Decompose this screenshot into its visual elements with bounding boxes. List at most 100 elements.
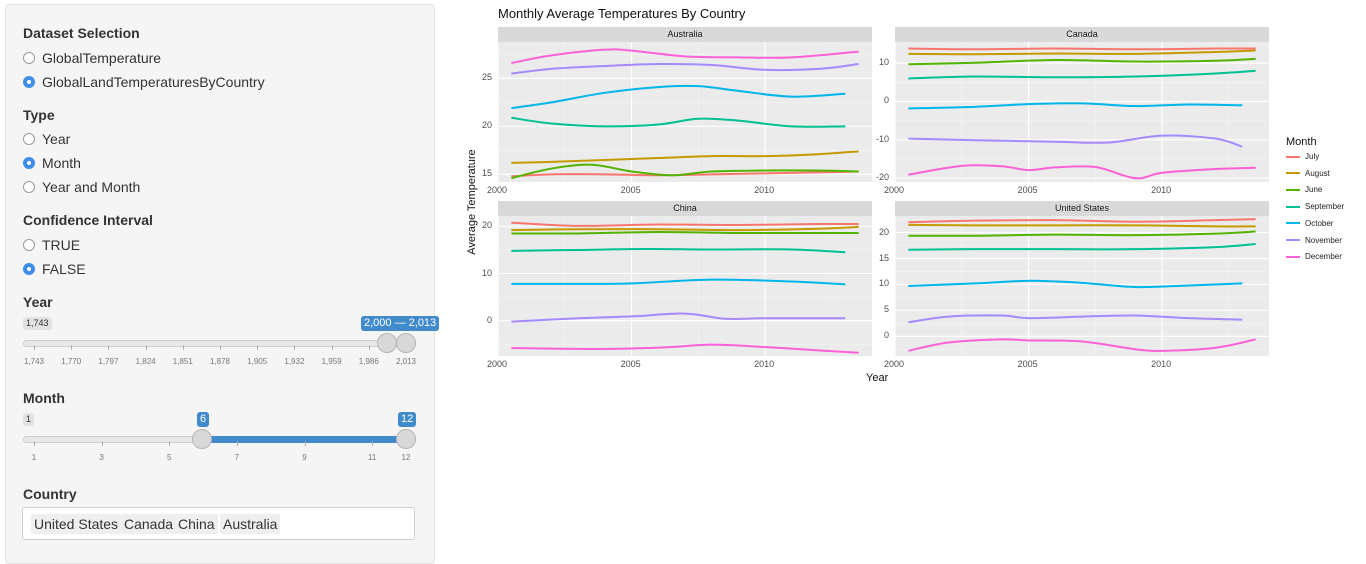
legend-swatch — [1286, 188, 1300, 191]
series-line-november — [511, 312, 846, 323]
year-heading: Year — [23, 294, 53, 310]
radio-circle-selected[interactable] — [23, 263, 35, 275]
y-tick-label: 10 — [481, 267, 492, 278]
month-slider-low-handle[interactable] — [192, 429, 212, 449]
legend-item-october: October — [1286, 219, 1333, 228]
radio-circle[interactable] — [23, 239, 35, 251]
y-tick-label: 15 — [878, 252, 889, 263]
facet-plot — [894, 216, 1269, 356]
radio-circle[interactable] — [23, 52, 35, 64]
y-tick-label: 20 — [878, 226, 889, 237]
chart-title: Monthly Average Temperatures By Country — [498, 6, 746, 21]
country-chip-china[interactable]: China — [175, 514, 218, 534]
x-axis-title: Year — [866, 372, 889, 384]
legend-label: July — [1305, 152, 1320, 161]
month-high-label: 12 — [398, 412, 417, 427]
series-line-september — [511, 116, 846, 128]
slider-tick — [304, 441, 306, 446]
slider-tick — [331, 345, 333, 350]
country-heading: Country — [23, 486, 77, 502]
country-chip-united-states[interactable]: United States — [31, 514, 122, 534]
slider-tick-label: 1,770 — [61, 357, 82, 366]
x-tick-label: 2010 — [1151, 185, 1172, 195]
series-line-december — [511, 48, 859, 65]
slider-tick-label: 1,851 — [172, 357, 193, 366]
series-line-october — [511, 84, 846, 110]
legend-item-june: June — [1286, 185, 1322, 194]
legend-item-july: July — [1286, 152, 1319, 161]
x-tick-label: 2010 — [754, 185, 775, 195]
radio-global-land-temperatures-by-country[interactable]: GlobalLandTemperaturesByCountry — [23, 74, 265, 90]
legend-item-september: September — [1286, 202, 1344, 211]
slider-tick — [108, 345, 110, 350]
series-line-july — [511, 221, 859, 227]
country-chip-canada[interactable]: Canada — [121, 514, 177, 534]
radio-label: Year and Month — [42, 179, 141, 195]
slider-tick — [34, 441, 35, 446]
x-tick-label: 2010 — [1151, 359, 1172, 369]
legend-item-november: November — [1286, 236, 1342, 245]
year-slider-track[interactable] — [23, 340, 408, 347]
radio-label: Year — [42, 131, 71, 147]
x-tick-label: 2000 — [884, 359, 905, 369]
radio-type-year[interactable]: Year — [23, 131, 70, 147]
slider-tick — [236, 441, 238, 446]
y-tick-label: 20 — [481, 120, 492, 131]
radio-circle-selected[interactable] — [23, 157, 35, 169]
slider-tick — [34, 345, 35, 350]
legend-label: September — [1305, 202, 1345, 212]
sidebar-panel: Dataset Selection GlobalTemperature Glob… — [5, 4, 440, 564]
y-tick-label: 0 — [883, 95, 889, 106]
legend-swatch — [1286, 255, 1300, 258]
slider-tick-label: 1,932 — [284, 357, 305, 366]
legend-swatch — [1286, 155, 1300, 158]
year-min-label: 1,743 — [23, 317, 52, 330]
dataset-heading: Dataset Selection — [23, 25, 140, 41]
radio-circle-selected[interactable] — [23, 76, 35, 88]
y-tick-label: 0 — [883, 330, 889, 341]
facet-strip-label: Australia — [498, 27, 872, 42]
month-slider-fill — [202, 436, 406, 443]
radio-circle[interactable] — [23, 133, 35, 145]
slider-tick-label: 1,905 — [247, 357, 268, 366]
legend-item-december: December — [1286, 252, 1342, 261]
slider-tick — [182, 345, 184, 350]
radio-type-month[interactable]: Month — [23, 155, 81, 171]
x-tick-label: 2005 — [1017, 359, 1038, 369]
radio-confidence-false[interactable]: FALSE — [23, 261, 86, 277]
slider-tick-label: 1,743 — [23, 357, 45, 366]
legend-swatch — [1286, 239, 1300, 241]
month-slider-high-handle[interactable] — [396, 429, 416, 449]
x-tick-label: 2005 — [620, 185, 641, 195]
slider-tick — [101, 441, 103, 446]
facet-plot — [497, 42, 872, 182]
slider-tick — [372, 441, 374, 446]
radio-circle[interactable] — [23, 181, 35, 193]
series-line-october — [908, 279, 1243, 289]
facet-panel — [894, 216, 1269, 356]
series-line-october — [908, 102, 1243, 110]
country-chip-australia[interactable]: Australia — [220, 514, 281, 534]
year-slider-high-handle[interactable] — [396, 333, 416, 353]
year-slider-low-handle[interactable] — [377, 333, 397, 353]
radio-type-year-and-month[interactable]: Year and Month — [23, 179, 140, 195]
series-line-december — [511, 343, 859, 354]
radio-label: TRUE — [42, 237, 81, 253]
x-tick-label: 2005 — [1017, 185, 1038, 195]
country-select-input[interactable]: United States Canada China Australia — [22, 507, 415, 540]
slider-tick-label: 7 — [234, 453, 240, 462]
radio-confidence-true[interactable]: TRUE — [23, 237, 80, 253]
type-heading: Type — [23, 107, 55, 123]
facet-plot — [497, 216, 872, 356]
slider-tick-label: 9 — [302, 453, 307, 462]
series-line-december — [908, 164, 1256, 180]
y-tick-label: -20 — [875, 172, 889, 183]
legend-label: August — [1305, 168, 1330, 178]
legend-item-august: August — [1286, 169, 1330, 178]
month-min-label: 1 — [23, 413, 35, 426]
slider-tick-label: 1,797 — [98, 357, 119, 366]
radio-label: Month — [42, 155, 81, 171]
series-line-august — [511, 150, 859, 164]
slider-tick-label: 5 — [167, 453, 172, 462]
radio-global-temperature[interactable]: GlobalTemperature — [23, 50, 161, 66]
